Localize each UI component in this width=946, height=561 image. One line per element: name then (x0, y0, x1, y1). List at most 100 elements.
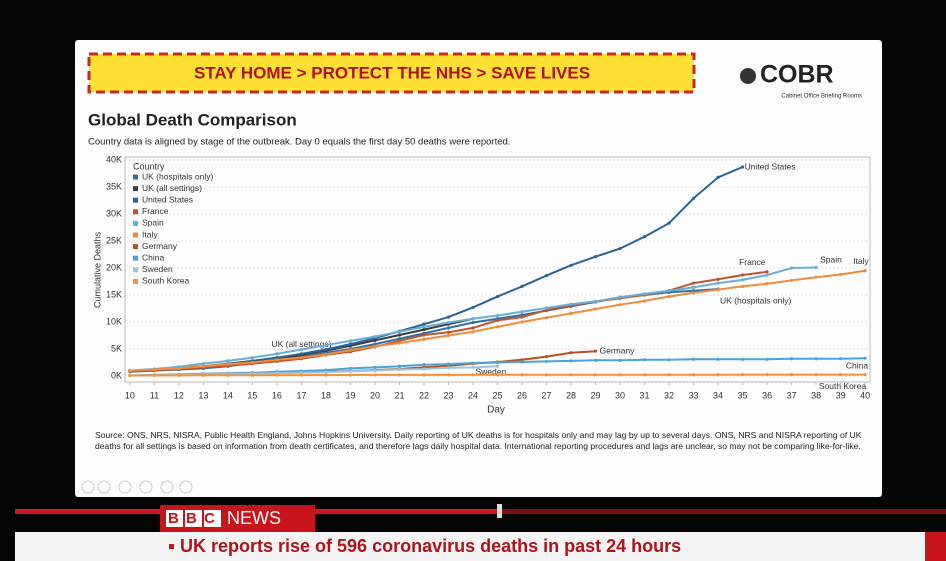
data-point (569, 311, 573, 315)
data-point (593, 373, 598, 377)
data-point (373, 334, 377, 339)
data-point (691, 373, 696, 377)
data-point (740, 284, 745, 288)
data-point (495, 313, 500, 318)
legend-swatch (133, 174, 138, 180)
data-point (618, 303, 622, 307)
data-point (495, 318, 500, 322)
x-tick-label: 40 (860, 390, 870, 400)
x-tick-label: 23 (443, 390, 453, 400)
data-point (863, 269, 867, 273)
data-point (299, 352, 304, 356)
line-label: Italy (853, 256, 869, 266)
data-point (471, 365, 475, 369)
slide-controls (81, 480, 193, 494)
x-tick-label: 32 (664, 390, 674, 400)
data-point (789, 278, 794, 283)
brand-block (185, 510, 202, 527)
data-point (201, 373, 206, 377)
data-point (128, 369, 132, 373)
logo-subtitle: Cabinet Office Briefing Rooms (781, 94, 862, 100)
data-point (765, 373, 769, 377)
data-point (618, 295, 622, 299)
x-tick-label: 16 (272, 390, 282, 400)
data-point (422, 373, 426, 377)
legend-swatch (133, 278, 138, 284)
data-point (373, 369, 377, 373)
data-point (495, 373, 500, 377)
y-tick-label: 15K (106, 289, 122, 299)
data-point (544, 316, 549, 320)
data-point (691, 196, 696, 200)
data-point (569, 263, 573, 267)
data-point (471, 373, 475, 377)
data-point (593, 255, 598, 259)
legend-label: South Korea (142, 276, 190, 286)
x-tick-label: 12 (174, 390, 184, 400)
y-tick-label: 10K (106, 316, 122, 326)
data-point (275, 352, 279, 356)
data-point (348, 373, 353, 377)
data-point (422, 327, 426, 332)
data-point (520, 360, 524, 364)
legend-swatch (133, 244, 138, 250)
data-point (789, 357, 794, 361)
data-point (544, 354, 549, 359)
data-point (422, 322, 426, 326)
data-point (838, 357, 843, 361)
data-point (201, 364, 206, 368)
data-point (765, 273, 769, 277)
x-tick-label: 36 (762, 390, 772, 400)
x-tick-label: 38 (811, 390, 821, 400)
data-point (520, 284, 524, 288)
data-point (642, 373, 647, 377)
x-tick-label: 24 (468, 390, 478, 400)
data-point (422, 333, 426, 337)
x-tick-label: 14 (223, 390, 233, 400)
legend-label: United States (142, 194, 193, 204)
x-tick-label: 25 (492, 390, 502, 400)
legend-swatch (133, 232, 138, 238)
data-point (275, 358, 279, 362)
data-point (446, 315, 451, 319)
y-tick-label: 35K (106, 181, 122, 191)
banner-text: STAY HOME > PROTECT THE NHS > SAVE LIVES (194, 63, 590, 82)
data-point (740, 278, 745, 282)
data-point (471, 361, 475, 365)
data-point (691, 285, 696, 290)
data-point (765, 270, 769, 274)
data-point (471, 326, 475, 330)
data-point (569, 373, 573, 377)
data-point (324, 373, 328, 377)
data-point (446, 326, 451, 330)
data-point (716, 357, 720, 361)
data-point (348, 366, 353, 371)
data-point (716, 281, 720, 285)
data-point (397, 364, 402, 368)
data-point (324, 370, 328, 374)
legend-label: Germany (142, 241, 178, 251)
data-point (446, 330, 451, 334)
data-point (642, 299, 647, 303)
data-point (593, 299, 598, 304)
x-tick-label: 10 (125, 390, 135, 400)
data-point (446, 362, 451, 366)
data-point (593, 307, 598, 311)
progress-handle[interactable] (497, 504, 502, 518)
data-point (495, 360, 500, 365)
chart-title: Global Death Comparison (88, 110, 297, 129)
x-tick-label: 28 (566, 390, 576, 400)
data-point (789, 266, 794, 270)
x-tick-label: 27 (542, 390, 552, 400)
data-point (569, 359, 573, 363)
data-point (863, 373, 867, 377)
data-point (569, 351, 573, 355)
data-point (348, 369, 353, 373)
data-point (324, 352, 328, 356)
legend-label: UK (hospitals only) (142, 171, 214, 181)
legend-swatch (133, 255, 138, 261)
data-point (544, 306, 549, 310)
ticker-text: UK reports rise of 596 coronavirus death… (180, 536, 681, 556)
brand-block (204, 510, 221, 527)
data-point (667, 289, 671, 293)
